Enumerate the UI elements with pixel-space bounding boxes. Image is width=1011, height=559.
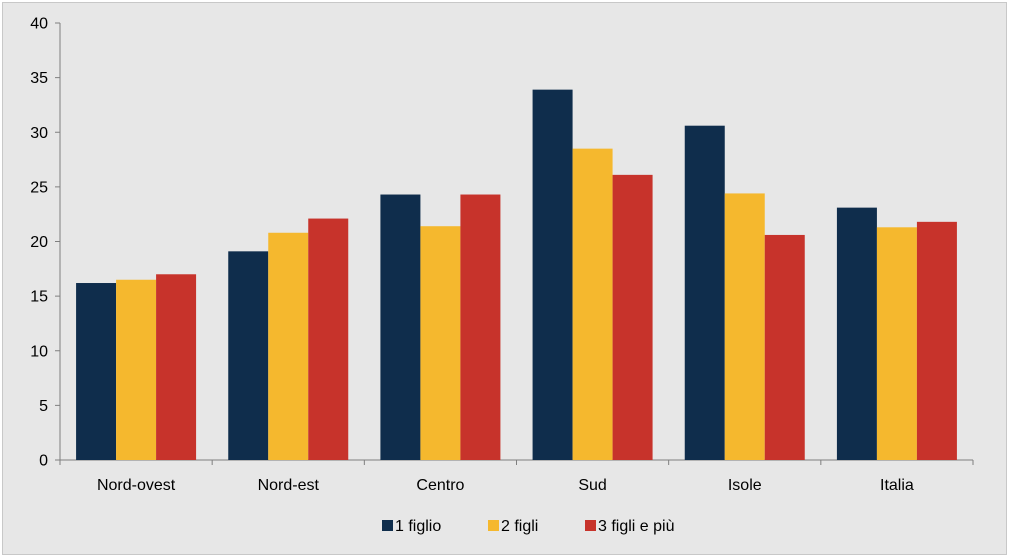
bar: [836, 207, 877, 460]
legend-label: 1 figlio: [395, 518, 441, 535]
bar: [684, 125, 725, 460]
legend-swatch: [382, 520, 393, 531]
y-tick-label: 35: [30, 70, 48, 87]
bar: [876, 227, 917, 460]
legend: 1 figlio 2 figli 3 figli e più: [382, 518, 675, 535]
bar: [228, 251, 269, 460]
bar: [572, 148, 613, 460]
legend-label: 2 figli: [501, 518, 538, 535]
x-tick-label: Isole: [728, 477, 762, 494]
bar: [532, 89, 573, 460]
bar: [380, 194, 421, 460]
y-tick-label: 5: [39, 398, 48, 415]
bar: [76, 283, 117, 460]
y-tick-label: 20: [30, 234, 48, 251]
plot-area: 0 5 10 15 20 25 30 35 40 Nord-ovest Nord-est Centro…: [30, 16, 974, 494]
x-tick-label: Italia: [880, 477, 914, 494]
y-tick-label: 10: [30, 343, 48, 360]
bar: [764, 234, 805, 460]
y-tick-label: 0: [39, 453, 48, 470]
bar: [116, 279, 157, 460]
legend-swatch: [488, 520, 499, 531]
bar: [612, 174, 653, 461]
x-tick-label: Nord-ovest: [97, 477, 176, 494]
y-tick-label: 15: [30, 289, 48, 306]
y-tick-label: 25: [30, 179, 48, 196]
legend-label: 3 figli e più: [598, 518, 675, 535]
y-tick-label: 30: [30, 125, 48, 142]
bar: [420, 226, 461, 460]
legend-swatch: [585, 520, 596, 531]
bar: [916, 221, 957, 460]
y-tick-label: 40: [30, 16, 48, 33]
x-tick-label: Centro: [416, 477, 464, 494]
bar: [268, 232, 309, 460]
bar: [724, 193, 765, 460]
bar: [460, 194, 501, 460]
x-tick-label: Sud: [578, 477, 606, 494]
x-tick-label: Nord-est: [258, 477, 320, 494]
bar: [156, 274, 197, 460]
bar: [308, 218, 349, 460]
